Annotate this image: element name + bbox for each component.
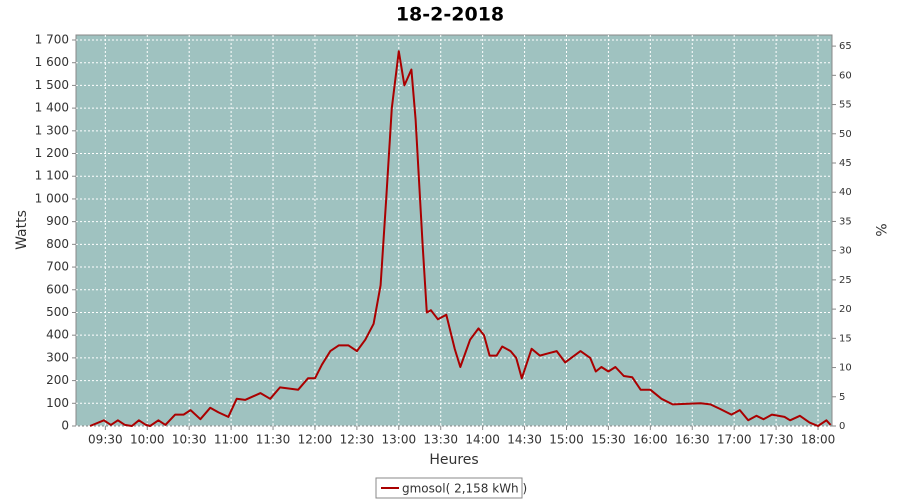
chart-title: 18-2-2018 (396, 4, 504, 26)
y-tick-label: 1 200 (35, 146, 69, 160)
y-tick-label: 900 (46, 214, 69, 228)
x-tick-label: 16:00 (633, 433, 668, 447)
x-tick-label: 14:30 (507, 433, 542, 447)
legend-box (375, 477, 523, 499)
series-line (89, 50, 832, 427)
y-tick-label: 200 (46, 373, 69, 387)
y2-tick-label: 35 (839, 216, 852, 227)
y2-tick-label: 55 (839, 100, 852, 111)
y-tick-label: 1 100 (35, 169, 69, 183)
y-tick-label: 0 (61, 419, 69, 433)
x-tick-label: 12:00 (298, 433, 333, 447)
y-tick-label: 800 (46, 237, 69, 251)
plot-area (75, 34, 833, 427)
x-tick-label: 16:30 (675, 433, 710, 447)
y-tick-label: 700 (46, 260, 69, 274)
x-tick-label: 11:00 (214, 433, 249, 447)
y-tick-label: 1 300 (35, 123, 69, 137)
y2-tick-label: 15 (839, 333, 852, 344)
x-tick-label: 14:00 (465, 433, 500, 447)
x-tick-label: 15:00 (549, 433, 584, 447)
legend: gmosol( 2,158 kWh ) (375, 477, 527, 499)
x-tick-label: 12:30 (340, 433, 375, 447)
y2-tick-label: 30 (839, 246, 852, 257)
y-axis-label: Watts (14, 210, 30, 250)
y2-tick-label: 60 (839, 70, 852, 81)
y-tick-label: 1 700 (35, 32, 69, 46)
y2-axis-label: % (872, 223, 888, 236)
y-tick-label: 1 000 (35, 191, 69, 205)
y-tick-label: 1 500 (35, 78, 69, 92)
x-tick-label: 11:30 (256, 433, 291, 447)
y-tick-label: 400 (46, 328, 69, 342)
y2-tick-label: 65 (839, 41, 852, 52)
y2-tick-label: 25 (839, 275, 852, 286)
y-tick-label: 300 (46, 350, 69, 364)
x-tick-label: 13:00 (382, 433, 417, 447)
x-tick-label: 09:30 (88, 433, 123, 447)
y-tick-label: 1 400 (35, 101, 69, 115)
x-axis-label: Heures (429, 452, 478, 468)
y-tick-label: 1 600 (35, 55, 69, 69)
x-tick-label: 13:30 (423, 433, 458, 447)
y2-tick-label: 40 (839, 187, 852, 198)
y2-tick-label: 10 (839, 363, 852, 374)
y2-tick-label: 20 (839, 304, 852, 315)
y2-tick-label: 0 (839, 421, 845, 432)
x-tick-label: 10:00 (130, 433, 165, 447)
legend-label: gmosol( 2,158 kWh ) (402, 482, 527, 496)
y2-tick-label: 50 (839, 129, 852, 140)
y-tick-label: 600 (46, 282, 69, 296)
x-tick-label: 17:00 (717, 433, 752, 447)
x-tick-label: 18:00 (801, 433, 836, 447)
x-tick-label: 10:30 (172, 433, 207, 447)
y-tick-label: 100 (46, 396, 69, 410)
y2-tick-label: 5 (839, 392, 845, 403)
x-tick-label: 17:30 (759, 433, 794, 447)
x-tick-label: 15:30 (591, 433, 626, 447)
y-tick-label: 500 (46, 305, 69, 319)
y2-tick-label: 45 (839, 158, 852, 169)
